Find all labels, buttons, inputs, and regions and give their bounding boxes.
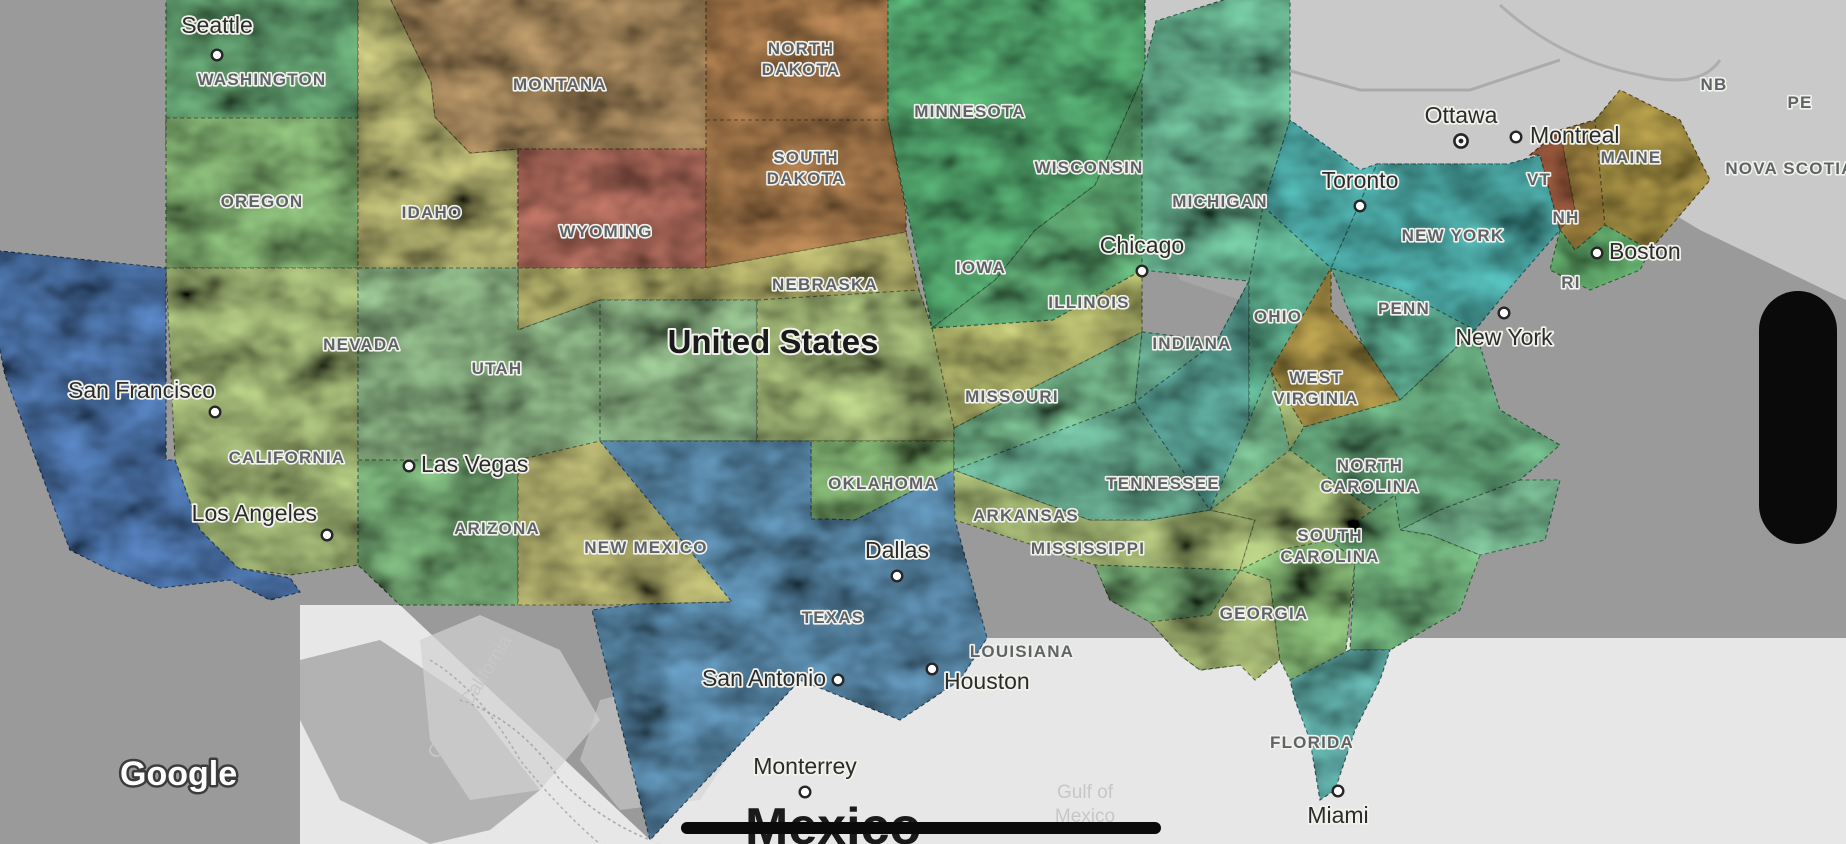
svg-text:Gulf of: Gulf of [1057,782,1114,803]
svg-text:Ottawa: Ottawa [1425,102,1498,128]
svg-text:OKLAHOMA: OKLAHOMA [828,474,938,493]
svg-text:NH: NH [1553,208,1580,227]
svg-text:Toronto: Toronto [1322,167,1399,193]
svg-text:MONTANA: MONTANA [513,75,607,94]
svg-text:Miami: Miami [1307,802,1368,828]
svg-text:San Francisco: San Francisco [68,377,215,403]
svg-text:CAROLINA: CAROLINA [1320,477,1419,496]
svg-text:Dallas: Dallas [865,537,929,563]
svg-text:NORTH: NORTH [768,39,834,58]
svg-text:Mexico: Mexico [745,798,921,844]
svg-text:DAKOTA: DAKOTA [762,60,841,79]
svg-text:NB: NB [1701,75,1728,94]
svg-text:Los Angeles: Los Angeles [192,500,317,526]
svg-text:WYOMING: WYOMING [559,222,652,241]
svg-text:MICHIGAN: MICHIGAN [1172,192,1268,211]
svg-text:San Antonio: San Antonio [702,665,826,691]
svg-text:UTAH: UTAH [472,359,523,378]
svg-text:PE: PE [1787,93,1812,112]
svg-text:PENN: PENN [1378,299,1430,318]
svg-text:VT: VT [1527,170,1551,189]
svg-text:TENNESSEE: TENNESSEE [1106,474,1220,493]
svg-text:MISSOURI: MISSOURI [965,387,1059,406]
svg-text:NORTH: NORTH [1337,456,1403,475]
svg-text:OHIO: OHIO [1254,307,1302,326]
svg-text:INDIANA: INDIANA [1152,334,1231,353]
svg-text:IOWA: IOWA [956,258,1006,277]
svg-text:FLORIDA: FLORIDA [1270,733,1354,752]
svg-text:NEVADA: NEVADA [323,335,401,354]
svg-text:Monterrey: Monterrey [753,753,857,779]
svg-text:ARIZONA: ARIZONA [454,519,540,538]
svg-text:Las Vegas: Las Vegas [421,451,528,477]
svg-text:OREGON: OREGON [221,192,304,211]
svg-text:MISSISSIPPI: MISSISSIPPI [1031,539,1145,558]
svg-text:Houston: Houston [944,668,1030,694]
svg-text:Montreal: Montreal [1530,122,1619,148]
svg-text:NEBRASKA: NEBRASKA [772,275,878,294]
svg-text:NEW MEXICO: NEW MEXICO [584,538,707,557]
svg-text:United States: United States [668,323,879,360]
svg-text:ARKANSAS: ARKANSAS [973,506,1079,525]
svg-text:Seattle: Seattle [181,12,253,38]
svg-text:LOUISIANA: LOUISIANA [970,642,1074,661]
svg-text:ILLINOIS: ILLINOIS [1048,293,1129,312]
svg-text:CAROLINA: CAROLINA [1280,547,1379,566]
svg-text:Chicago: Chicago [1100,232,1184,258]
svg-text:New York: New York [1455,324,1553,350]
svg-text:TEXAS: TEXAS [802,608,865,627]
svg-text:NEW YORK: NEW YORK [1402,226,1505,245]
svg-text:DAKOTA: DAKOTA [767,169,846,188]
svg-text:MINNESOTA: MINNESOTA [914,102,1026,121]
svg-text:Boston: Boston [1609,238,1681,264]
svg-text:Google: Google [120,755,237,793]
svg-text:WEST: WEST [1289,368,1343,387]
svg-text:SOUTH: SOUTH [773,148,839,167]
svg-text:IDAHO: IDAHO [402,203,463,222]
svg-text:CALIFORNIA: CALIFORNIA [229,448,346,467]
svg-text:WISCONSIN: WISCONSIN [1034,158,1143,177]
svg-text:GEORGIA: GEORGIA [1220,604,1309,623]
svg-text:RI: RI [1561,273,1580,292]
svg-text:WASHINGTON: WASHINGTON [198,70,327,89]
svg-text:NOVA SCOTIA: NOVA SCOTIA [1725,159,1846,178]
svg-text:SOUTH: SOUTH [1297,526,1363,545]
svg-text:MAINE: MAINE [1601,148,1662,167]
svg-text:VIRGINIA: VIRGINIA [1273,389,1358,408]
